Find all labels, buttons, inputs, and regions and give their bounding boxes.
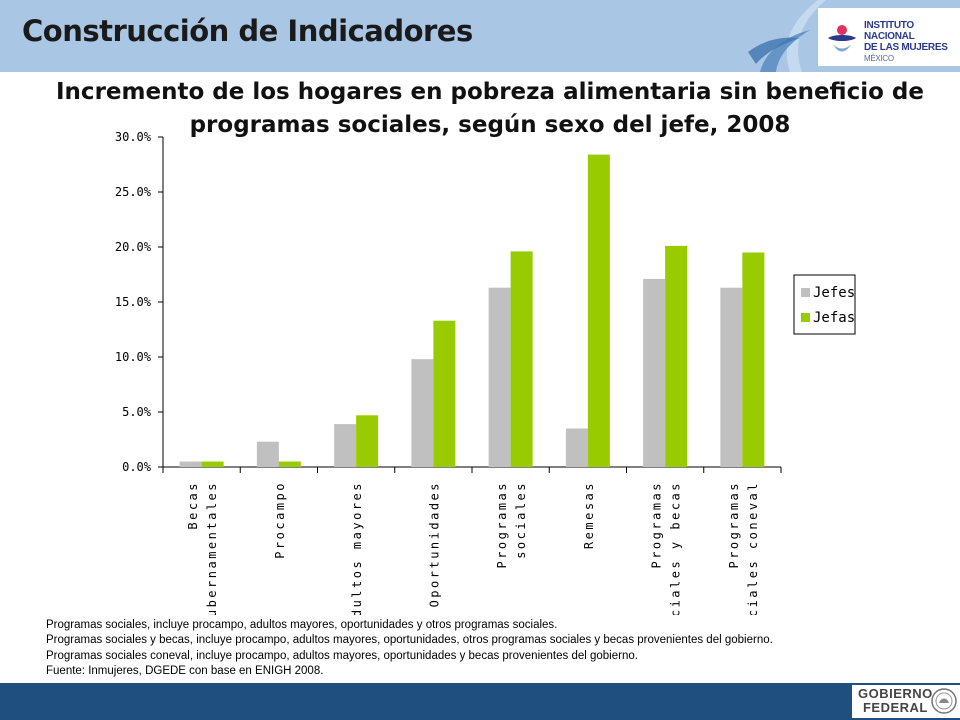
bar-jefes <box>411 359 434 467</box>
y-tick-label: 0.0% <box>122 460 152 474</box>
page-title: Construcción de Indicadores <box>22 14 473 48</box>
source-line: Fuente: Inmujeres, DGEDE con base en ENI… <box>46 664 324 677</box>
bar-jefas <box>356 415 379 467</box>
x-category-label: Programas <box>727 481 741 569</box>
chart-notes: Programas sociales, incluye procampo, ad… <box>46 618 946 679</box>
y-tick-label: 10.0% <box>115 350 152 364</box>
bar-jefas <box>742 252 765 467</box>
gobierno-federal-logo: GOBIERNO FEDERAL <box>852 685 960 718</box>
bar-jefes <box>720 287 743 467</box>
y-tick-label: 20.0% <box>115 240 152 254</box>
bar-jefes <box>488 287 511 467</box>
legend-swatch-jefas <box>801 313 810 322</box>
gov-line-2: FEDERAL <box>862 700 928 715</box>
bar-jefas <box>587 154 610 467</box>
x-category-label: sociales y becas <box>669 481 683 615</box>
bar-jefes <box>643 278 666 467</box>
x-category-label: sociales <box>514 481 528 559</box>
gov-line-1: GOBIERNO <box>858 686 933 701</box>
x-category-label: Programas <box>495 481 509 569</box>
x-category-label: Remesas <box>582 481 596 549</box>
bar-jefas <box>278 461 301 467</box>
legend-swatch-jefes <box>801 288 810 297</box>
bar-chart: 0.0% 5.0% 10.0% 15.0% 20.0% 25.0% 30.0% Becas gu… <box>115 130 856 615</box>
bar-jefes <box>565 428 588 467</box>
bar-jefes <box>179 461 202 467</box>
header-band: Construcción de Indicadores INSTITUTO NA… <box>0 0 960 72</box>
chart-title: Incremento de los hogares en pobreza ali… <box>56 79 924 138</box>
bar-jefas <box>665 245 688 467</box>
bar-jefas <box>510 251 533 467</box>
bar-jefas <box>433 320 456 467</box>
bar-jefas <box>201 461 224 467</box>
x-category-label: Programas <box>650 481 664 569</box>
x-category-label: Becas <box>186 481 200 530</box>
logo-line-1: INSTITUTO NACIONAL <box>864 20 915 42</box>
inmujeres-logo: INSTITUTO NACIONAL DE LAS MUJERES MÉXICO <box>818 8 960 66</box>
y-tick-label: 5.0% <box>122 405 152 419</box>
note-line: Programas sociales, incluye procampo, ad… <box>46 619 558 631</box>
footer-band <box>0 683 960 720</box>
bar-jefes <box>256 441 279 467</box>
y-tick-label: 30.0% <box>115 130 152 144</box>
x-category-label: gubernamentales <box>205 481 219 615</box>
decorative-swoosh-icon <box>748 0 826 72</box>
x-category-label: Procampo <box>273 481 287 559</box>
logo-line-3: MÉXICO <box>864 54 894 63</box>
x-category-label: sociales coneval <box>746 481 760 615</box>
mexico-seal-icon <box>931 688 957 714</box>
x-category-label: Oportunidades <box>427 481 441 607</box>
legend-label-jefes: Jefes <box>813 285 855 301</box>
logo-line-2: DE LAS MUJERES <box>864 42 948 53</box>
inmujeres-logo-icon <box>828 25 856 52</box>
legend-label-jefas: Jefas <box>813 310 855 326</box>
legend-box <box>793 274 856 335</box>
x-category-label: Adultos mayores <box>350 481 364 615</box>
y-tick-label: 15.0% <box>115 295 152 309</box>
y-tick-label: 25.0% <box>115 185 152 199</box>
note-line: Programas sociales coneval, incluye proc… <box>46 649 638 662</box>
note-line: Programas sociales y becas, incluye proc… <box>46 634 773 647</box>
bar-jefes <box>334 424 357 467</box>
